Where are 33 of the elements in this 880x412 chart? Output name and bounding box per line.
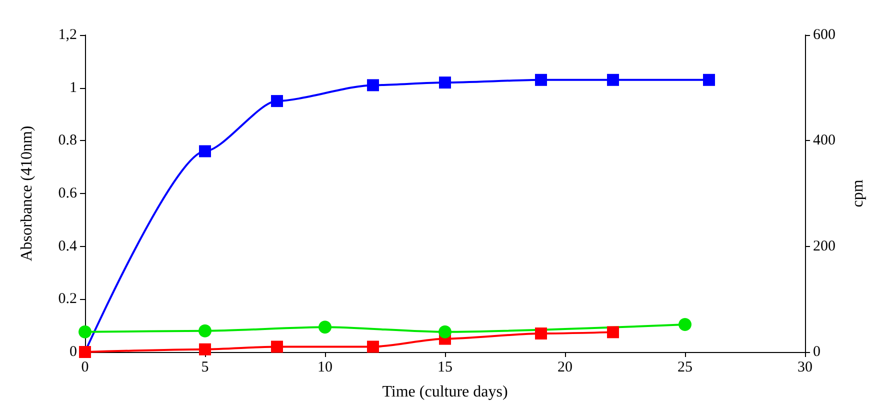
y-tick-label: 0.2 [58, 291, 77, 308]
y-axis-title: Absorbance (410nm) [18, 126, 36, 262]
x-tick-label: 15 [438, 360, 452, 376]
x-tick-label: 10 [318, 360, 332, 376]
point [199, 145, 211, 158]
y-tick-label: 0.4 [58, 238, 78, 254]
point [703, 74, 715, 86]
point [439, 76, 451, 89]
y2-tick-label: 0 [813, 344, 820, 360]
x-tick-label: 30 [798, 360, 812, 376]
y-tick-label: 1,2 [58, 27, 77, 43]
y2-axis-title: cpm [850, 179, 866, 208]
point [271, 95, 283, 108]
y-tick-label: 1 [70, 80, 77, 96]
x-tick-label: 5 [201, 360, 209, 376]
y-tick-label: 0.8 [58, 132, 77, 149]
point [199, 343, 211, 356]
x-axis-title: Time (culture days) [382, 384, 508, 400]
point [367, 79, 379, 92]
point [535, 328, 547, 340]
x-tick-label: 25 [678, 360, 692, 376]
y-tick-label: 0.6 [58, 186, 78, 202]
point [367, 340, 379, 353]
point [607, 74, 619, 86]
y2-tick-label: 200 [813, 238, 836, 254]
point [535, 74, 547, 86]
x-tick-label: 20 [558, 360, 572, 376]
point [271, 340, 283, 353]
y-tick-label: 0 [70, 344, 77, 360]
x-tick-label: 0 [81, 360, 89, 376]
point [607, 326, 619, 338]
y2-tick-label: 600 [813, 27, 836, 43]
y2-tick-label: 400 [813, 132, 836, 149]
